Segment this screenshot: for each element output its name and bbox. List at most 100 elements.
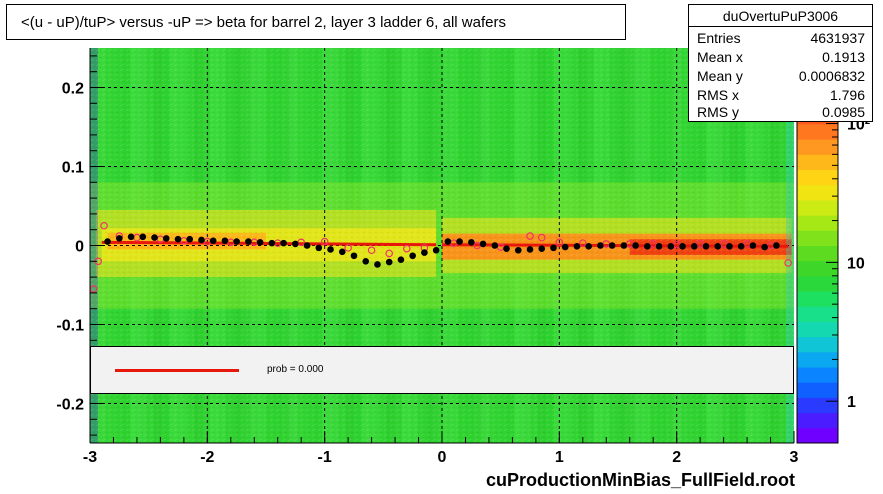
chart-title: <(u - uP)/tuP> versus -uP => beta for ba… <box>21 14 506 31</box>
mean-point <box>620 242 628 249</box>
stats-key: RMS y <box>697 104 739 120</box>
palette-swatch <box>797 169 838 186</box>
pink-point <box>784 259 792 267</box>
pink-point <box>719 240 728 248</box>
mean-point <box>644 242 651 250</box>
mean-point <box>690 242 698 250</box>
mean-point <box>503 245 510 252</box>
mean-point <box>221 237 229 245</box>
pink-point <box>344 244 352 252</box>
mean-point <box>397 256 405 264</box>
mean-point <box>655 242 663 250</box>
x-tick-label: 2 <box>672 449 681 466</box>
palette-swatch <box>797 367 838 383</box>
stats-key: Entries <box>697 30 741 46</box>
y-tick-label: 0.2 <box>62 81 84 98</box>
mean-point <box>268 239 276 247</box>
mean-point <box>667 242 675 250</box>
pink-point <box>367 246 376 255</box>
x-tick-label: 1 <box>555 449 564 466</box>
pink-point <box>578 239 587 247</box>
mean-point <box>456 238 463 245</box>
mean-point <box>444 238 452 245</box>
stats-row-mean-x: Mean x 0.1913 <box>697 48 865 67</box>
mean-point <box>491 242 499 249</box>
mean-point <box>374 261 381 268</box>
x-tick-label: -3 <box>83 449 97 466</box>
y-tick-label: 0.1 <box>62 160 84 177</box>
y-tick-label: -0.1 <box>56 318 84 335</box>
mean-point <box>761 243 768 251</box>
mean-point <box>550 244 557 252</box>
mean-point <box>127 233 135 241</box>
pink-point <box>526 232 534 240</box>
mean-point <box>162 235 170 242</box>
palette-swatch <box>797 291 838 307</box>
mean-point <box>749 242 757 249</box>
mean-point <box>338 248 346 256</box>
mean-point <box>198 236 205 244</box>
stats-row-rms-y: RMS y 0.0985 <box>697 103 865 122</box>
pink-point <box>649 240 658 248</box>
mean-point <box>432 246 440 254</box>
stats-key: RMS x <box>697 87 739 103</box>
mean-point <box>737 242 745 250</box>
palette-swatch <box>797 230 838 246</box>
y-tick-label: -0.2 <box>56 397 84 414</box>
mean-point <box>479 240 487 248</box>
palette-swatch <box>797 184 838 201</box>
palette-swatch <box>797 382 838 398</box>
y-tick-label: 0 <box>75 239 84 256</box>
mean-point <box>409 252 416 260</box>
stats-key: Mean x <box>697 49 743 65</box>
mean-point <box>362 258 370 265</box>
palette-swatch <box>797 123 838 140</box>
pink-point <box>100 221 108 230</box>
palette-swatch <box>797 306 838 322</box>
axes: -3 -2 -1 0 1 2 3 -0.2 -0.1 0 0.1 0.2 <box>56 48 799 466</box>
palette-swatch <box>797 215 838 231</box>
stats-value: 0.0006832 <box>798 68 865 84</box>
mean-point <box>702 242 710 250</box>
z-tick-label: 1 <box>847 394 856 411</box>
mean-point <box>116 235 123 242</box>
file-name: cuProductionMinBias_FullField.root <box>486 470 796 490</box>
mean-point <box>632 242 639 249</box>
mean-point <box>350 252 358 260</box>
mean-point <box>186 235 194 243</box>
mean-point <box>174 235 182 243</box>
mean-point <box>327 246 334 253</box>
palette-swatch <box>797 336 838 353</box>
z-tick-label: 10 <box>847 255 865 272</box>
mean-point <box>608 242 616 249</box>
mean-point <box>104 238 111 245</box>
stats-value: 0.0985 <box>822 104 865 120</box>
fit-legend: prob = 0.000 <box>90 346 794 394</box>
stats-value: 0.1913 <box>822 49 865 65</box>
palette-swatch <box>797 397 838 414</box>
stats-box: duOvertuPuP3006 Entries 4631937 Mean x 0… <box>688 4 873 122</box>
mean-point <box>514 246 522 254</box>
stats-key: Mean y <box>697 68 743 84</box>
data-marks <box>89 221 792 293</box>
stats-row-entries: Entries 4631937 <box>697 29 865 48</box>
palette-swatch <box>797 139 838 155</box>
palette-swatch <box>797 245 838 262</box>
mean-point <box>573 242 581 250</box>
mean-point <box>714 242 722 250</box>
x-tick-label: 3 <box>790 449 799 466</box>
mean-point <box>151 234 158 241</box>
pink-point <box>696 240 704 248</box>
mean-point <box>315 244 323 252</box>
x-tick-label: 0 <box>438 449 447 466</box>
pink-point <box>555 238 564 247</box>
palette-swatch <box>797 275 838 292</box>
mean-point <box>233 238 240 245</box>
palette-swatch <box>797 260 838 277</box>
mean-point <box>561 243 569 251</box>
x-tick-label: -1 <box>318 449 332 466</box>
palette-swatch <box>797 154 838 171</box>
palette-swatch <box>797 321 838 338</box>
mean-point <box>773 242 780 249</box>
mean-point <box>303 242 311 249</box>
